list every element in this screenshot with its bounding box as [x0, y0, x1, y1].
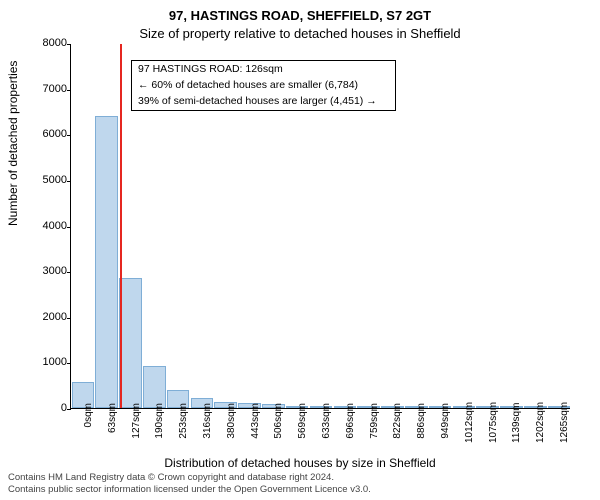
x-tick-label: 696sqm	[345, 403, 356, 443]
x-tick-label: 253sqm	[178, 403, 189, 443]
title-subtitle: Size of property relative to detached ho…	[0, 26, 600, 41]
histogram-bar	[95, 116, 118, 408]
x-tick-label: 506sqm	[273, 403, 284, 443]
x-tick-label: 316sqm	[202, 403, 213, 443]
y-tick-label: 2000	[33, 311, 67, 323]
x-tick-label: 190sqm	[154, 403, 165, 443]
x-tick-label: 569sqm	[297, 403, 308, 443]
x-axis-label: Distribution of detached houses by size …	[0, 456, 600, 470]
y-tick-label: 6000	[33, 128, 67, 140]
x-tick-label: 443sqm	[250, 403, 261, 443]
x-tick-label: 949sqm	[440, 403, 451, 443]
x-tick-label: 380sqm	[226, 403, 237, 443]
x-tick-label: 1075sqm	[488, 403, 499, 443]
x-tick-label: 822sqm	[392, 403, 403, 443]
property-marker-line	[120, 44, 122, 408]
annotation-line: ← 60% of detached houses are smaller (6,…	[132, 77, 395, 93]
plot-area: 97 HASTINGS ROAD: 126sqm ← 60% of detach…	[70, 44, 570, 409]
y-tick-label: 0	[33, 402, 67, 414]
y-tick-label: 5000	[33, 174, 67, 186]
x-tick-label: 63sqm	[107, 403, 118, 443]
footer-line: Contains HM Land Registry data © Crown c…	[8, 472, 592, 484]
y-tick-label: 1000	[33, 356, 67, 368]
x-tick-label: 1012sqm	[464, 403, 475, 443]
x-tick-label: 0sqm	[83, 403, 94, 443]
chart-container: 97, HASTINGS ROAD, SHEFFIELD, S7 2GT Siz…	[0, 0, 600, 500]
x-tick-label: 1139sqm	[511, 403, 522, 443]
annotation-line: 39% of semi-detached houses are larger (…	[132, 93, 395, 109]
histogram-bar	[119, 278, 142, 408]
y-tick-label: 4000	[33, 220, 67, 232]
y-tick-label: 8000	[33, 37, 67, 49]
y-axis-label: Number of detached properties	[6, 61, 20, 226]
annotation-line: 97 HASTINGS ROAD: 126sqm	[132, 61, 395, 77]
x-tick-label: 1202sqm	[535, 403, 546, 443]
footer-line: Contains public sector information licen…	[8, 484, 592, 496]
y-tick-label: 3000	[33, 265, 67, 277]
x-tick-label: 886sqm	[416, 403, 427, 443]
histogram-bar	[143, 366, 166, 408]
title-address: 97, HASTINGS ROAD, SHEFFIELD, S7 2GT	[0, 8, 600, 23]
footer-attribution: Contains HM Land Registry data © Crown c…	[8, 472, 592, 496]
x-tick-label: 127sqm	[131, 403, 142, 443]
y-tick-label: 7000	[33, 83, 67, 95]
x-tick-label: 1265sqm	[559, 403, 570, 443]
x-tick-label: 633sqm	[321, 403, 332, 443]
x-tick-label: 759sqm	[369, 403, 380, 443]
annotation-box: 97 HASTINGS ROAD: 126sqm ← 60% of detach…	[131, 60, 396, 111]
